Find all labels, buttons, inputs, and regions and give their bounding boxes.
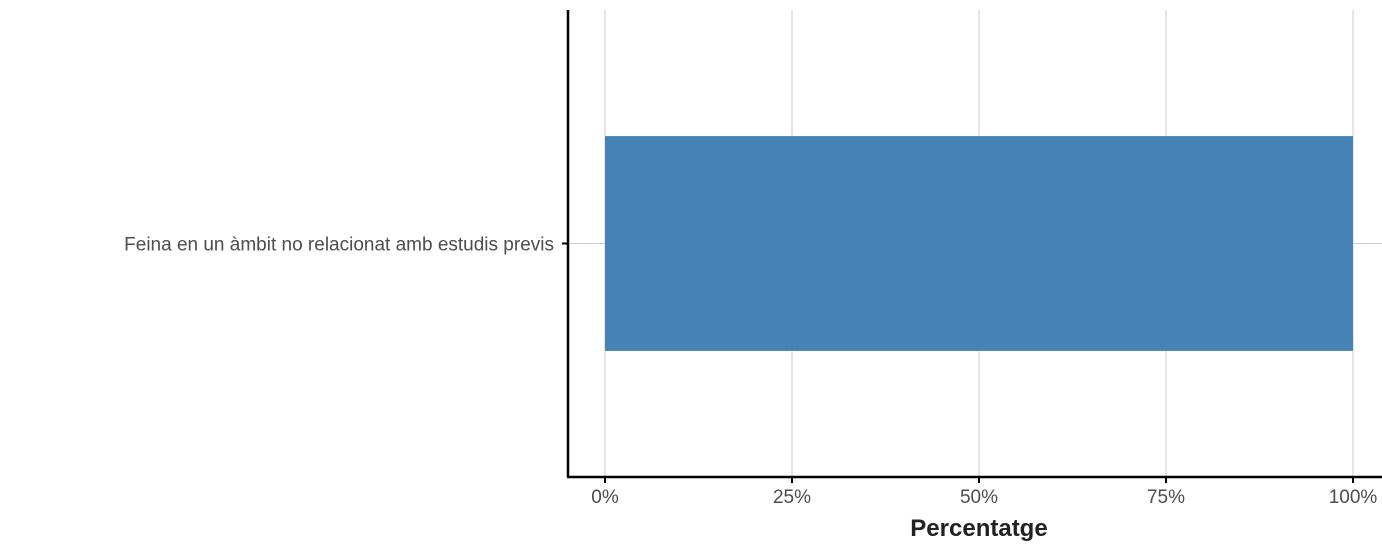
x-ticks: 0% 25% 50% 75% 100% [591,477,1377,508]
y-ticks: Feina en un àmbit no relacionat amb estu… [124,235,568,256]
x-tick-label-0: 0% [591,487,619,508]
x-tick-label-4: 100% [1329,487,1378,508]
bars [605,136,1353,351]
x-tick-label-3: 75% [1147,487,1185,508]
y-tick-label-0: Feina en un àmbit no relacionat amb estu… [124,235,554,256]
x-tick-label-1: 25% [773,487,811,508]
x-tick-label-2: 50% [960,487,998,508]
bar-0 [605,136,1353,351]
x-axis-title: Percentatge [910,515,1047,542]
